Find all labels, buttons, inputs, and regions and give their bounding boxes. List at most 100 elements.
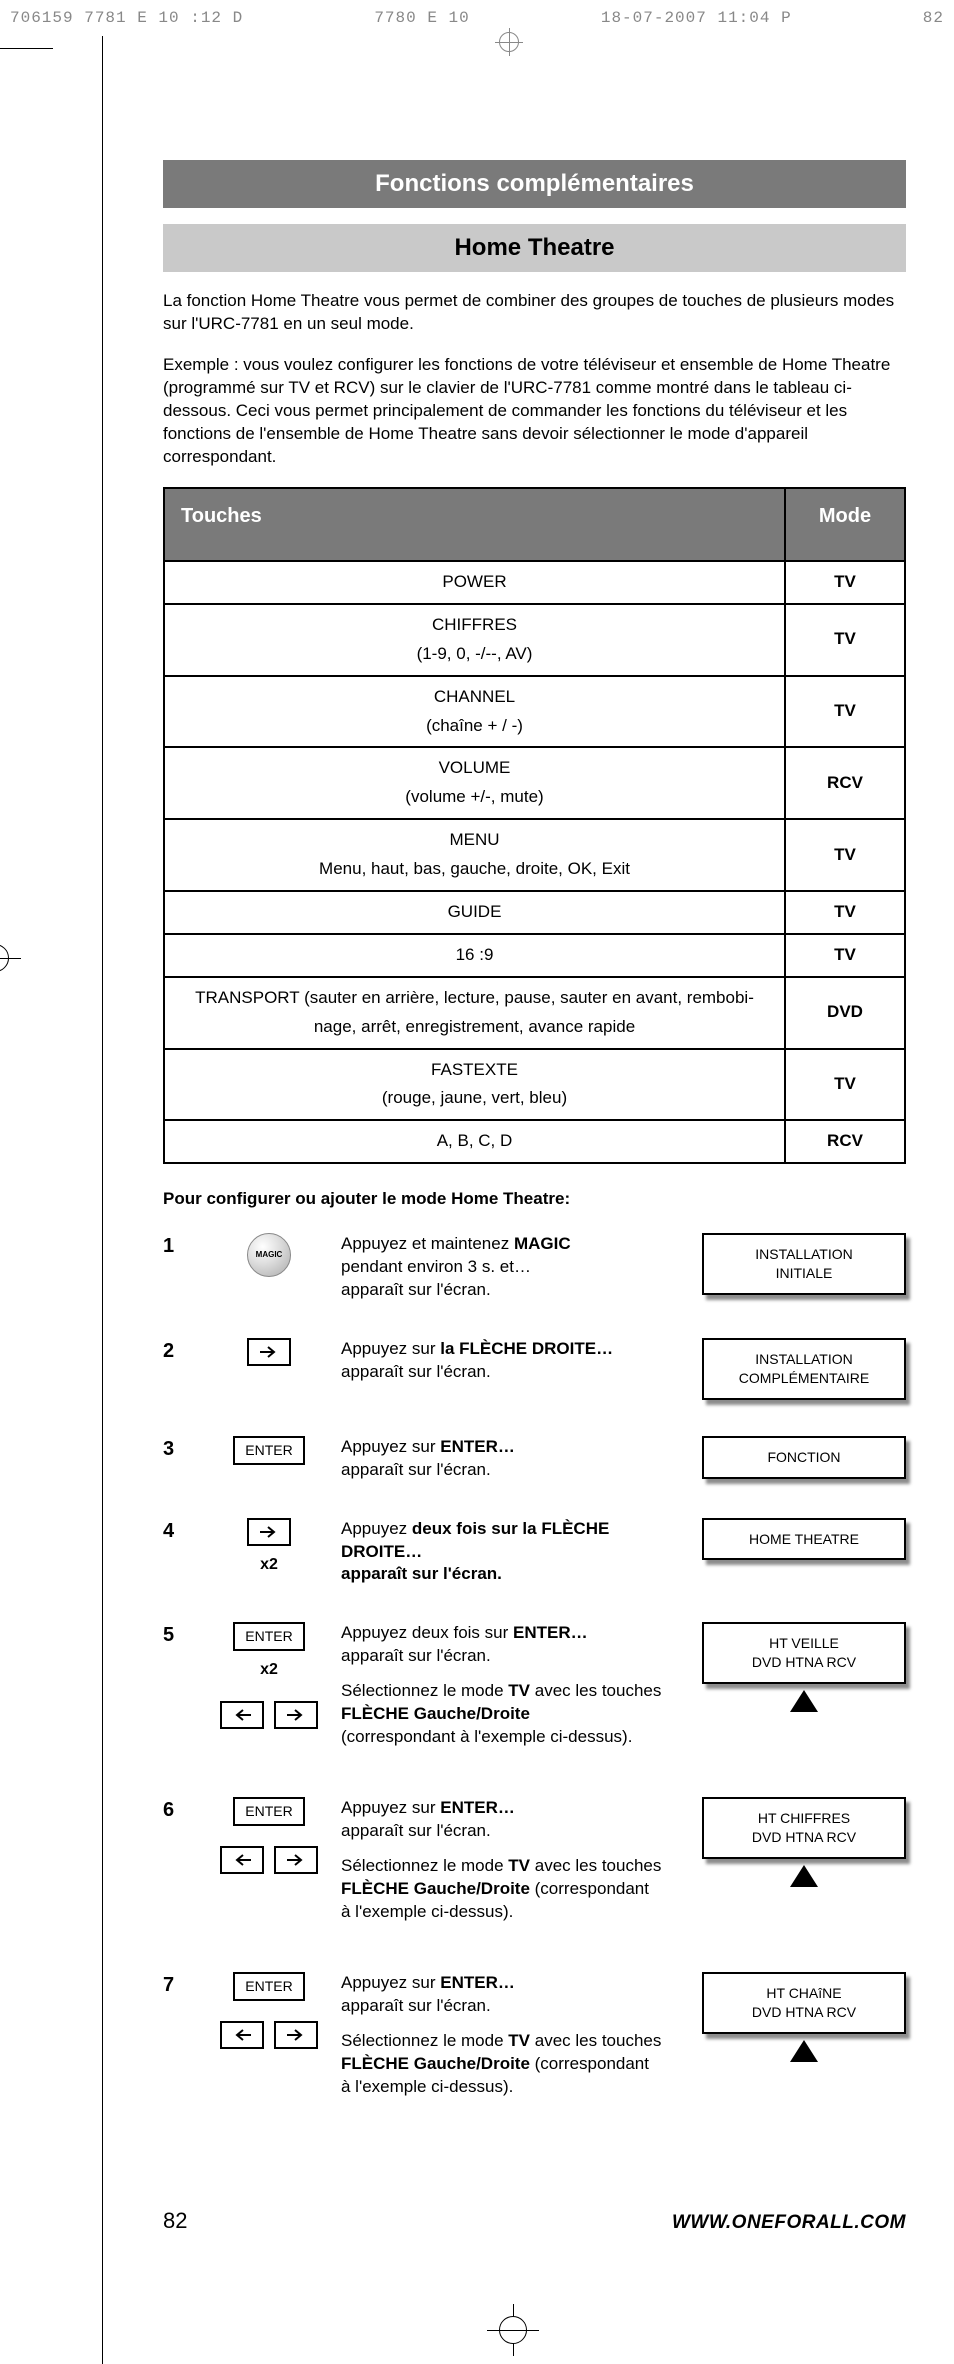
arrow-left-key-icon bbox=[220, 1701, 264, 1729]
display-wrap: HOME THEATRE bbox=[702, 1518, 906, 1561]
step-number: 3 bbox=[163, 1436, 197, 1463]
registration-mark-bottom-icon bbox=[495, 2312, 531, 2348]
table-cell-mode: TV bbox=[785, 819, 905, 891]
display-wrap: HT CHAîNEDVD HTNA RCV bbox=[702, 1972, 906, 2068]
page-footer: 82 WWW.ONEFORALL.COM bbox=[163, 2146, 906, 2236]
step-row: 6 ENTER Appuyez sur ENTER…apparaît sur l'é… bbox=[163, 1797, 906, 1936]
table-cell-touches: A, B, C, D bbox=[164, 1120, 785, 1163]
footer-url: WWW.ONEFORALL.COM bbox=[672, 2210, 906, 2236]
table-cell-mode: TV bbox=[785, 604, 905, 676]
display-wrap: INSTALLATIONINITIALE bbox=[702, 1233, 906, 1295]
enter-key-icon: ENTER bbox=[233, 1797, 304, 1826]
registration-mark-side-icon bbox=[0, 940, 13, 976]
step-icon-col: ENTER bbox=[209, 1436, 329, 1465]
page-content: Fonctions complémentaires Home Theatre L… bbox=[102, 60, 954, 2285]
table-row: FASTEXTE(rouge, jaune, vert, bleu)TV bbox=[164, 1049, 905, 1121]
section-title-1: Fonctions complémentaires bbox=[163, 160, 906, 208]
table-cell-touches: TRANSPORT (sauter en arrière, lecture, p… bbox=[164, 977, 785, 1049]
arrow-right-key-icon bbox=[247, 1518, 291, 1546]
display-wrap: FONCTION bbox=[702, 1436, 906, 1479]
display-wrap: INSTALLATIONCOMPLÉMENTAIRE bbox=[702, 1338, 906, 1400]
step-instruction: Appuyez sur ENTER…apparaît sur l'écran.S… bbox=[341, 1797, 690, 1936]
step-number: 4 bbox=[163, 1518, 197, 1545]
display-box: HT CHIFFRESDVD HTNA RCV bbox=[702, 1797, 906, 1859]
step-row: 2 Appuyez sur la FLÈCHE DROITE…apparaît s… bbox=[163, 1338, 906, 1400]
step-instruction: Appuyez deux fois sur la FLÈCHE DROITE…a… bbox=[341, 1518, 690, 1587]
table-cell-mode: TV bbox=[785, 934, 905, 977]
x2-label: x2 bbox=[260, 1554, 278, 1576]
table-row: MENUMenu, haut, bas, gauche, droite, OK,… bbox=[164, 819, 905, 891]
arrow-right-key-icon bbox=[247, 1338, 291, 1366]
step-number: 7 bbox=[163, 1972, 197, 1999]
meta-mid: 7780 E 10 bbox=[374, 8, 469, 30]
table-cell-mode: TV bbox=[785, 891, 905, 934]
display-wrap: HT CHIFFRESDVD HTNA RCV bbox=[702, 1797, 906, 1893]
arrow-left-key-icon bbox=[220, 1846, 264, 1874]
arrow-lr-row bbox=[220, 1846, 318, 1874]
step-number: 5 bbox=[163, 1622, 197, 1649]
arrow-left-key-icon bbox=[220, 2021, 264, 2049]
enter-key-icon: ENTER bbox=[233, 1622, 304, 1651]
step-icon-col: MAGIC bbox=[209, 1233, 329, 1277]
table-cell-touches: POWER bbox=[164, 561, 785, 604]
meta-right: 82 bbox=[923, 8, 944, 30]
intro-para-2: Exemple : vous voulez configurer les fon… bbox=[163, 354, 906, 469]
step-row: 4 x2 Appuyez deux fois sur la FLÈCHE DROIT… bbox=[163, 1518, 906, 1587]
table-cell-mode: TV bbox=[785, 1049, 905, 1121]
crop-mark-top bbox=[102, 36, 954, 60]
display-box: HT CHAîNEDVD HTNA RCV bbox=[702, 1972, 906, 2034]
crop-mark-bottom bbox=[102, 2284, 954, 2364]
step-row: 3 ENTER Appuyez sur ENTER…apparaît sur l'é… bbox=[163, 1436, 906, 1482]
table-cell-touches: CHIFFRES(1-9, 0, -/--, AV) bbox=[164, 604, 785, 676]
intro-para-1: La fonction Home Theatre vous permet de … bbox=[163, 290, 906, 336]
table-cell-touches: VOLUME(volume +/-, mute) bbox=[164, 747, 785, 819]
display-box: INSTALLATIONCOMPLÉMENTAIRE bbox=[702, 1338, 906, 1400]
step-row: 5ENTERx2Appuyez deux fois sur ENTER…appa… bbox=[163, 1622, 906, 1761]
arrow-right-key-icon bbox=[274, 1701, 318, 1729]
table-row: VOLUME(volume +/-, mute)RCV bbox=[164, 747, 905, 819]
steps-title: Pour configurer ou ajouter le mode Home … bbox=[163, 1188, 906, 1211]
step-row: 1MAGICAppuyez et maintenez MAGICpendant … bbox=[163, 1233, 906, 1302]
meta-left: 706159 7781 E 10 :12 D bbox=[10, 8, 243, 30]
table-cell-touches: MENUMenu, haut, bas, gauche, droite, OK,… bbox=[164, 819, 785, 891]
step-icon-col bbox=[209, 1338, 329, 1366]
display-box: FONCTION bbox=[702, 1436, 906, 1479]
print-header: 706159 7781 E 10 :12 D 7780 E 10 18-07-2… bbox=[0, 0, 954, 36]
x2-label: x2 bbox=[260, 1659, 278, 1681]
step-number: 1 bbox=[163, 1233, 197, 1260]
step-instruction: Appuyez sur ENTER…apparaît sur l'écran.S… bbox=[341, 1972, 690, 2111]
table-cell-mode: TV bbox=[785, 676, 905, 748]
enter-key-icon: ENTER bbox=[233, 1436, 304, 1465]
table-row: GUIDETV bbox=[164, 891, 905, 934]
registration-mark-top-icon bbox=[495, 28, 523, 56]
display-box: INSTALLATIONINITIALE bbox=[702, 1233, 906, 1295]
table-cell-touches: FASTEXTE(rouge, jaune, vert, bleu) bbox=[164, 1049, 785, 1121]
table-row: TRANSPORT (sauter en arrière, lecture, p… bbox=[164, 977, 905, 1049]
step-icon-col: x2 bbox=[209, 1518, 329, 1576]
table-header-mode: Mode bbox=[785, 488, 905, 561]
step-number: 2 bbox=[163, 1338, 197, 1365]
table-row: POWERTV bbox=[164, 561, 905, 604]
step-icon-col: ENTER bbox=[209, 1797, 329, 1874]
step-number: 6 bbox=[163, 1797, 197, 1824]
table-cell-mode: RCV bbox=[785, 1120, 905, 1163]
arrow-right-key-icon bbox=[274, 2021, 318, 2049]
table-row: CHIFFRES(1-9, 0, -/--, AV)TV bbox=[164, 604, 905, 676]
modes-table: Touches Mode POWERTVCHIFFRES(1-9, 0, -/-… bbox=[163, 487, 906, 1164]
table-cell-mode: RCV bbox=[785, 747, 905, 819]
table-cell-mode: TV bbox=[785, 561, 905, 604]
table-cell-touches: 16 :9 bbox=[164, 934, 785, 977]
arrow-lr-row bbox=[220, 1701, 318, 1729]
table-row: 16 :9TV bbox=[164, 934, 905, 977]
page-number: 82 bbox=[163, 2206, 187, 2236]
step-instruction: Appuyez sur ENTER…apparaît sur l'écran. bbox=[341, 1436, 690, 1482]
section-title-2: Home Theatre bbox=[163, 224, 906, 272]
table-cell-touches: GUIDE bbox=[164, 891, 785, 934]
step-row: 7 ENTER Appuyez sur ENTER…apparaît sur l'é… bbox=[163, 1972, 906, 2111]
table-cell-mode: DVD bbox=[785, 977, 905, 1049]
step-instruction: Appuyez sur la FLÈCHE DROITE…apparaît su… bbox=[341, 1338, 690, 1384]
table-header-touches: Touches bbox=[164, 488, 785, 561]
enter-key-icon: ENTER bbox=[233, 1972, 304, 2001]
arrow-lr-row bbox=[220, 2021, 318, 2049]
arrow-right-key-icon bbox=[274, 1846, 318, 1874]
